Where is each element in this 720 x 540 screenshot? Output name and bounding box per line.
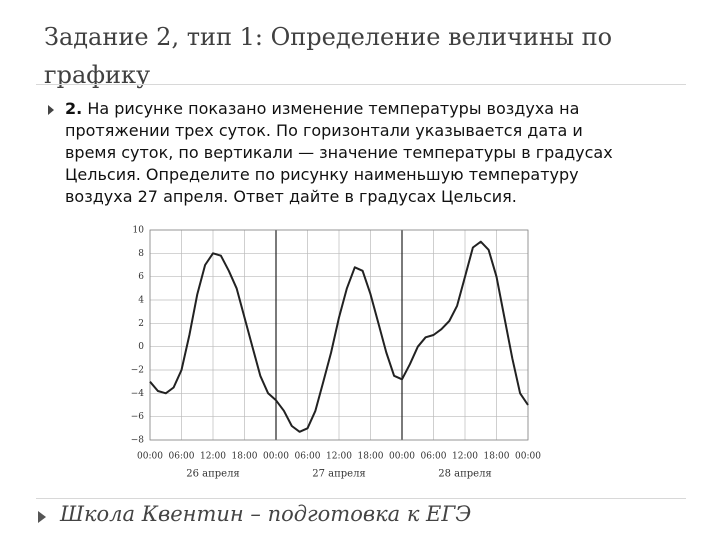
y-tick-label: −2: [131, 366, 144, 376]
y-tick-label: 2: [138, 319, 144, 329]
text-line: время суток, по вертикали — значение тем…: [65, 142, 613, 164]
y-tick-label: 4: [138, 296, 144, 306]
text-line: 2. На рисунке показано изменение темпера…: [65, 98, 613, 120]
text-line: воздуха 27 апреля. Ответ дайте в градуса…: [65, 186, 613, 208]
x-tick-label: 06:00: [169, 452, 195, 462]
chart: −8 −6 −4 −2 0 2 4 6 8 10 00:00 06:00 12:00 18:00 00:00…: [131, 226, 542, 480]
x-tick-label: 18:00: [232, 452, 258, 462]
y-tick-label: 8: [138, 249, 144, 259]
day-label: 27 апреля: [312, 469, 366, 480]
x-tick-label: 00:00: [137, 452, 163, 462]
separator: [36, 498, 686, 499]
x-tick-label: 06:00: [295, 452, 321, 462]
plot-frame: [149, 229, 529, 441]
bullet: [38, 511, 46, 523]
x-tick-label: 12:00: [452, 452, 478, 462]
text-span: воздуха 27 апреля. Ответ дайте в градуса…: [65, 187, 517, 206]
text-line: Цельсия. Определите по рисунку наименьшу…: [65, 164, 613, 186]
y-tick-label: 6: [138, 272, 144, 282]
separator: [36, 84, 686, 85]
y-tick-label: −4: [131, 389, 145, 399]
text-span: протяжении трех суток. По горизонтали ук…: [65, 121, 583, 140]
x-tick-label: 00:00: [263, 452, 289, 462]
bullet: [48, 105, 54, 115]
x-tick-label: 18:00: [484, 452, 510, 462]
slide-title: Задание 2, тип 1: Определение величины п…: [44, 23, 613, 89]
y-tick-label: −6: [131, 412, 145, 422]
y-tick-label: −8: [131, 436, 145, 446]
x-tick-label: 00:00: [515, 452, 541, 462]
x-tick-label: 12:00: [326, 452, 352, 462]
y-tick-label: 0: [138, 342, 144, 352]
x-tick-label: 00:00: [389, 452, 415, 462]
task-text: 2. На рисунке показано изменение темпера…: [65, 98, 613, 208]
x-tick-label: 18:00: [358, 452, 384, 462]
y-tick-label: 10: [133, 226, 145, 236]
text-span: Цельсия. Определите по рисунку наименьшу…: [65, 165, 579, 184]
text-line: протяжении трех суток. По горизонтали ук…: [65, 120, 613, 142]
x-tick-label: 12:00: [200, 452, 226, 462]
day-label: 26 апреля: [186, 469, 240, 480]
text-span: время суток, по вертикали — значение тем…: [65, 143, 613, 162]
text-span: На рисунке показано изменение температур…: [87, 99, 580, 118]
x-tick-label: 06:00: [421, 452, 447, 462]
task-number: 2.: [65, 99, 83, 118]
day-label: 28 апреля: [438, 469, 492, 480]
temperature-line: [149, 240, 529, 433]
footer-text: Школа Квентин – подготовка к ЕГЭ: [60, 502, 472, 526]
